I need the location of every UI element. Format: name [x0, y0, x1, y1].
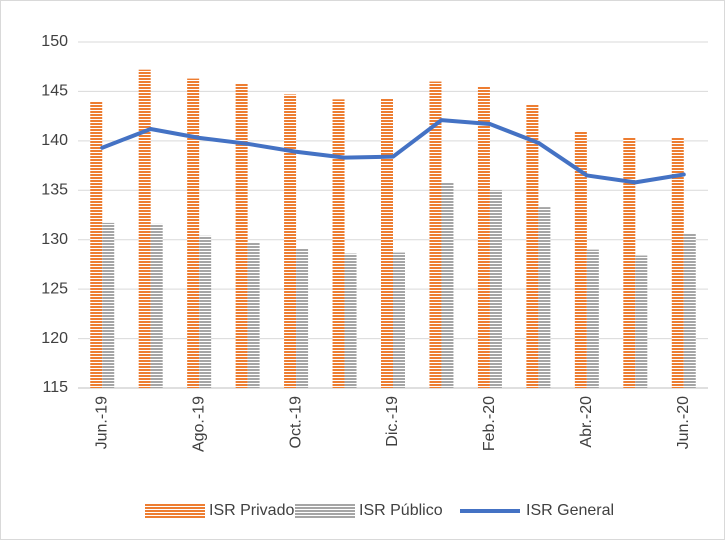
- x-tick-label: Jun.-19: [93, 396, 110, 449]
- x-tick-label: Feb.-20: [481, 396, 498, 451]
- bar: [150, 223, 163, 388]
- bar: [683, 233, 696, 388]
- bar: [393, 252, 405, 388]
- bar: [477, 86, 490, 388]
- bar: [429, 81, 442, 389]
- bar: [538, 207, 551, 388]
- x-tick-label: Jun.-20: [675, 396, 692, 449]
- bar: [102, 222, 115, 388]
- bar: [187, 78, 200, 388]
- y-tick-label: 150: [41, 33, 68, 50]
- bar: [381, 98, 393, 388]
- line: [100, 118, 686, 185]
- bar: [247, 242, 260, 388]
- x-tick-label: Dic.-19: [384, 396, 401, 447]
- legend-label: ISR Privado: [209, 502, 294, 519]
- bar: [284, 94, 297, 388]
- bar: [623, 137, 636, 388]
- y-tick-label: 125: [41, 280, 68, 297]
- bar: [586, 249, 599, 388]
- bar: [199, 235, 212, 388]
- bar: [526, 104, 539, 388]
- bar: [574, 130, 587, 388]
- x-tick-label: Abr.-20: [578, 396, 595, 448]
- legend-label: ISR General: [526, 502, 614, 519]
- x-tick-label: Oct.-19: [287, 396, 304, 449]
- bar: [489, 190, 502, 388]
- y-tick-label: 115: [42, 379, 68, 396]
- bar: [138, 69, 151, 389]
- bar: [344, 253, 357, 388]
- legend-swatch: [145, 503, 205, 519]
- bar: [441, 182, 454, 388]
- y-tick-label: 135: [41, 182, 68, 199]
- y-tick-label: 120: [41, 330, 68, 347]
- legend-label: ISR Público: [359, 502, 443, 519]
- bar: [671, 137, 684, 388]
- x-tick-label: Ago.-19: [190, 396, 207, 452]
- bar: [90, 101, 103, 389]
- y-tick-label: 140: [41, 132, 68, 149]
- legend-swatch: [295, 503, 355, 519]
- bar: [296, 248, 309, 388]
- y-tick-label: 145: [41, 83, 68, 100]
- bar: [332, 99, 345, 388]
- bar: [635, 255, 648, 388]
- y-tick-label: 130: [41, 231, 68, 248]
- bar: [235, 83, 248, 389]
